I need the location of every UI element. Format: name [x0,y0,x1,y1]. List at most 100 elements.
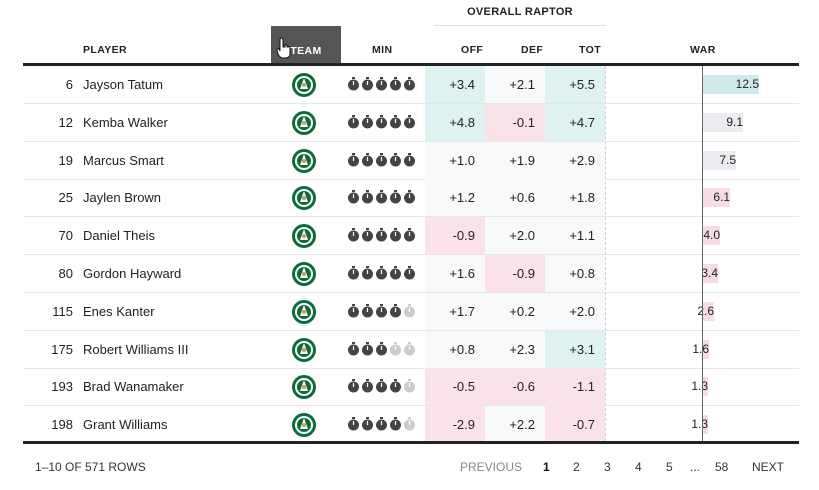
column-header-war[interactable]: WAR [690,44,716,56]
raptor-off-value: +4.8 [425,103,485,141]
table-row: 70 Daniel Theis -0.9 +2.0 +1.1 4.0 [23,217,799,256]
raptor-tot-value: +2.0 [545,292,605,330]
war-bar [702,339,709,359]
raptor-tot-value: -0.7 [545,406,605,444]
player-name[interactable]: Brad Wanamaker [83,379,184,395]
page-1-button[interactable]: 1 [543,460,550,474]
raptor-tot-value: +2.9 [545,141,605,179]
player-name[interactable]: Daniel Theis [83,228,156,244]
stopwatch-icon [376,190,387,204]
celtics-logo-icon [292,299,316,324]
raptor-def-value: +0.6 [485,179,545,217]
celtics-logo-icon [292,73,316,97]
war-zero-axis [702,66,703,441]
player-rank: 175 [51,341,73,357]
column-header-tot[interactable]: TOT [579,44,602,56]
stopwatch-icon [404,190,415,204]
player-name[interactable]: Kemba Walker [83,114,168,130]
stopwatch-icon [348,303,359,318]
table-top-rule [23,63,799,66]
player-name[interactable]: Jaylen Brown [83,190,162,206]
raptor-off-value: +1.7 [425,292,485,330]
minutes-clocks [347,303,417,318]
pagination-ellipsis: ... [690,460,701,474]
player-name[interactable]: Marcus Smart [83,152,164,168]
stopwatch-icon [348,341,359,356]
stopwatch-icon [362,152,373,167]
stopwatch-icon [390,379,401,393]
player-rank: 198 [51,417,73,433]
player-rank: 19 [58,152,73,168]
table-row: 6 Jayson Tatum +3.4 +2.1 +5.5 12.5 [23,66,799,104]
minutes-clocks [347,417,417,431]
table-row: 193 Brad Wanamaker -0.5 -0.6 -1.1 1.3 [23,368,799,407]
stopwatch-icon [362,341,373,356]
war-value: 1.3 [691,379,708,394]
page-4-button[interactable]: 4 [635,460,642,474]
raptor-off-value: -0.5 [425,368,485,406]
celtics-logo-icon [292,148,316,173]
page-58-button[interactable]: 58 [715,460,729,474]
raptor-def-value: +1.9 [485,141,545,179]
column-header-def[interactable]: DEF [521,44,544,56]
stopwatch-icon [348,228,359,242]
war-value: 1.3 [691,417,708,432]
war-bar [702,264,718,283]
stopwatch-icon [362,190,373,204]
rows-summary: 1–10 OF 571 ROWS [35,460,146,474]
stopwatch-icon [362,228,373,242]
stopwatch-icon [404,303,415,318]
stopwatch-icon [390,266,401,280]
stopwatch-icon [362,266,373,280]
stopwatch-icon [404,379,415,393]
player-name[interactable]: Grant Williams [83,417,168,433]
column-header-off[interactable]: OFF [461,44,484,56]
stopwatch-icon [390,77,401,91]
player-name[interactable]: Enes Kanter [83,303,155,319]
player-name[interactable]: Gordon Hayward [83,266,182,281]
player-rank: 80 [58,266,73,281]
player-name[interactable]: Jayson Tatum [83,77,163,92]
column-header-min[interactable]: MIN [372,44,393,56]
raptor-tot-value: +1.8 [545,179,605,217]
stopwatch-icon [404,228,415,242]
raptor-def-value: +0.2 [485,292,545,330]
raptor-tot-value: +4.7 [545,103,605,141]
war-bar [702,301,714,321]
column-header-player[interactable]: PLAYER [83,44,128,56]
war-bar [702,188,730,208]
stopwatch-icon [376,303,387,318]
table-row: 115 Enes Kanter +1.7 +0.2 +2.0 2.6 [23,292,799,331]
overall-raptor-group-header: OVERALL RAPTOR [434,0,606,26]
stopwatch-icon [390,114,401,129]
celtics-logo-icon [292,375,316,400]
stopwatch-icon [376,417,387,431]
next-page-button[interactable]: NEXT [752,460,785,474]
minutes-clocks [347,228,417,242]
war-value: 6.1 [713,190,730,205]
stopwatch-icon [376,228,387,242]
stopwatch-icon [404,341,415,356]
player-name[interactable]: Robert Williams III [83,341,189,357]
previous-page-button[interactable]: PREVIOUS [460,460,523,474]
celtics-logo-icon [292,224,316,249]
page-5-button[interactable]: 5 [666,460,673,474]
stopwatch-icon [348,417,359,431]
raptor-off-value: -2.9 [425,406,485,444]
stopwatch-icon [376,77,387,91]
raptor-tot-value: +1.1 [545,217,605,255]
player-rank: 25 [58,190,73,206]
minutes-clocks [347,77,417,91]
raptor-def-value: -0.6 [485,368,545,406]
stopwatch-icon [348,77,359,91]
stopwatch-icon [404,152,415,167]
player-rank: 115 [52,303,73,319]
stopwatch-icon [404,114,415,129]
page-2-button[interactable]: 2 [573,460,580,474]
table-row: 175 Robert Williams III +0.8 +2.3 +3.1 1.6 [23,330,799,369]
player-rank: 70 [58,228,73,244]
raptor-off-value: +1.2 [425,179,485,217]
stopwatch-icon [390,417,401,431]
page-3-button[interactable]: 3 [604,460,611,474]
stopwatch-icon [376,379,387,393]
